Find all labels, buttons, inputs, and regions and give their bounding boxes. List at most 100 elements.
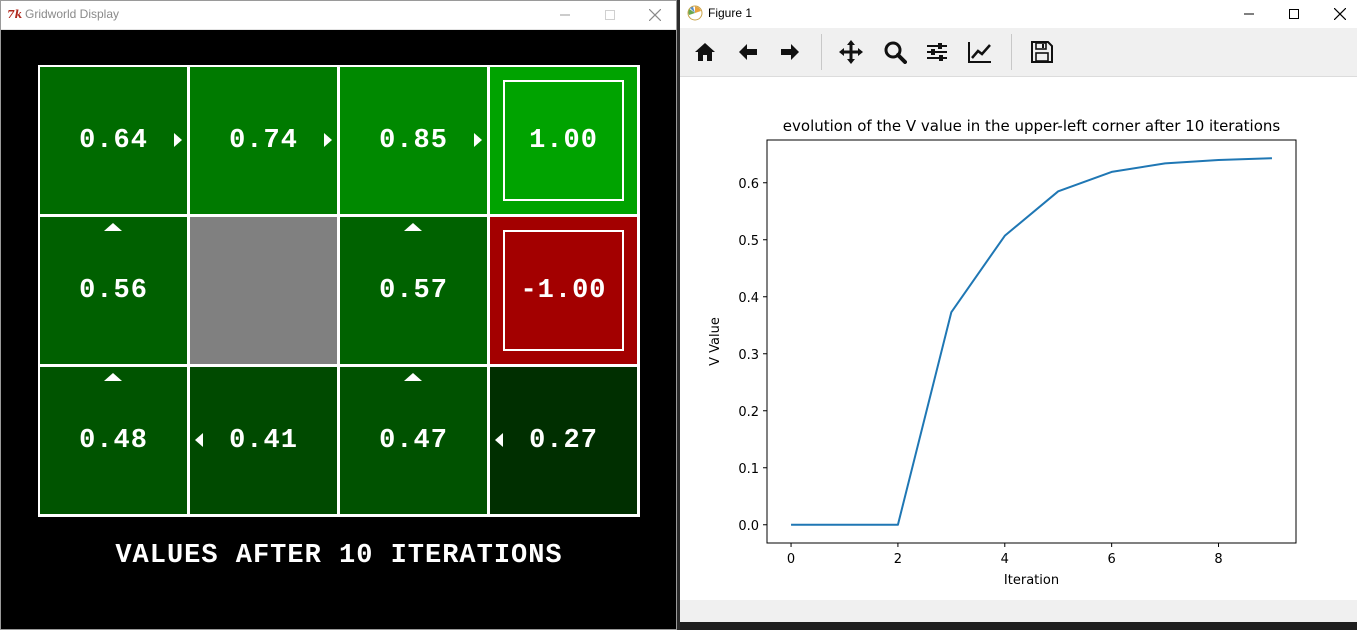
grid-cell: 0.74 — [190, 67, 337, 214]
y-tick-label: 0.5 — [738, 234, 759, 249]
x-tick-label: 4 — [1001, 552, 1009, 567]
data-point — [897, 524, 899, 526]
cell-value: 0.57 — [379, 275, 448, 306]
grid-cell: 0.41 — [190, 367, 337, 514]
policy-arrow-left-icon — [195, 433, 203, 447]
gridworld-titlebar[interactable]: 7k Gridworld Display — [1, 1, 676, 30]
cell-value: -1.00 — [520, 275, 607, 306]
close-button[interactable] — [632, 1, 678, 29]
y-tick-label: 0.0 — [738, 519, 759, 534]
pan-move-icon — [839, 40, 863, 64]
cell-value: 0.27 — [529, 425, 598, 456]
back-button[interactable] — [732, 36, 764, 68]
series-line — [791, 157, 1272, 526]
maximize-icon — [1289, 9, 1299, 19]
pan-button[interactable] — [835, 36, 867, 68]
grid-caption: VALUES AFTER 10 ITERATIONS — [115, 541, 563, 571]
close-icon — [649, 9, 661, 21]
configure-subplots-icon — [927, 43, 947, 61]
terminal-cell: 1.00 — [490, 67, 637, 214]
figure-window: Figure 1 — [680, 0, 1357, 622]
figure-minimize-button[interactable] — [1226, 0, 1272, 28]
data-point — [1164, 162, 1166, 164]
wall-cell — [190, 217, 337, 364]
zoom-magnifier-icon — [884, 41, 907, 64]
grid-cell: 0.56 — [40, 217, 187, 364]
grid-cell: 0.47 — [340, 367, 487, 514]
toolbar-separator — [1011, 34, 1012, 70]
gridworld-window: 7k Gridworld Display 0.64 0.74 0.85 1.00 0.5… — [0, 0, 677, 630]
data-point — [843, 524, 845, 526]
minimize-button[interactable] — [542, 1, 588, 29]
data-point — [790, 524, 792, 526]
figure-canvas[interactable]: evolution of the V value in the upper-le… — [680, 77, 1357, 600]
grid-cell: 0.27 — [490, 367, 637, 514]
grid-cell: 0.85 — [340, 67, 487, 214]
maximize-icon — [605, 10, 615, 20]
data-point — [1111, 171, 1113, 173]
grid-cell: 0.64 — [40, 67, 187, 214]
tk-logo-icon: 7k — [7, 8, 23, 21]
close-icon — [1334, 8, 1346, 20]
grid-cell: 0.48 — [40, 367, 187, 514]
save-button[interactable] — [1026, 36, 1058, 68]
home-icon — [695, 43, 715, 61]
save-floppy-icon — [1031, 41, 1053, 63]
cell-value: 0.48 — [79, 425, 148, 456]
x-tick-label: 2 — [894, 552, 902, 567]
gridworld-window-title: Gridworld Display — [25, 7, 120, 21]
maximize-button[interactable] — [587, 1, 633, 29]
policy-arrow-up-icon — [104, 223, 122, 231]
figure-statusbar — [680, 600, 1357, 622]
y-tick-label: 0.6 — [738, 177, 759, 192]
y-tick-label: 0.3 — [738, 348, 759, 363]
policy-arrow-up-icon — [104, 373, 122, 381]
forward-button[interactable] — [774, 36, 806, 68]
figure-close-button[interactable] — [1317, 0, 1357, 28]
data-point — [1057, 190, 1059, 192]
edit-axes-button[interactable] — [964, 36, 996, 68]
figure-titlebar[interactable]: Figure 1 — [680, 0, 1357, 28]
forward-arrow-icon — [781, 44, 799, 60]
policy-arrow-right-icon — [474, 133, 482, 147]
cell-value: 0.85 — [379, 125, 448, 156]
home-button[interactable] — [689, 36, 721, 68]
policy-arrow-right-icon — [174, 133, 182, 147]
terminal-cell: -1.00 — [490, 217, 637, 364]
y-tick-label: 0.1 — [738, 462, 759, 477]
policy-arrow-right-icon — [324, 133, 332, 147]
policy-arrow-left-icon — [495, 433, 503, 447]
edit-axes-curve-icon — [968, 42, 991, 63]
policy-arrow-up-icon — [404, 373, 422, 381]
data-point — [1218, 159, 1220, 161]
x-tick-label: 6 — [1108, 552, 1116, 567]
cell-value: 0.64 — [79, 125, 148, 156]
x-tick-label: 8 — [1214, 552, 1222, 567]
taskbar-strip — [680, 622, 1357, 630]
policy-arrow-up-icon — [404, 223, 422, 231]
cell-value: 1.00 — [529, 125, 598, 156]
chart-title: evolution of the V value in the upper-le… — [783, 117, 1281, 135]
cell-value: 0.47 — [379, 425, 448, 456]
figure-maximize-button[interactable] — [1271, 0, 1317, 28]
cell-value: 0.74 — [229, 125, 298, 156]
y-axis-label: V Value — [708, 317, 723, 366]
matplotlib-logo-icon — [687, 5, 703, 21]
data-point — [1004, 235, 1006, 237]
x-axis-label: Iteration — [1004, 573, 1059, 588]
minimize-icon — [1244, 13, 1254, 15]
back-arrow-icon — [739, 44, 757, 60]
zoom-button[interactable] — [879, 36, 911, 68]
minimize-icon — [560, 14, 570, 16]
grid-cell: 0.57 — [340, 217, 487, 364]
data-point — [1271, 157, 1273, 159]
toolbar-separator — [821, 34, 822, 70]
y-tick-label: 0.4 — [738, 291, 759, 306]
terminal-box — [503, 80, 624, 201]
configure-subplots-button[interactable] — [921, 36, 953, 68]
gridworld-grid: 0.64 0.74 0.85 1.00 0.56 0.57 -1.00 0.48 0.41 0.4… — [38, 65, 640, 517]
plot-area-frame — [766, 139, 1297, 544]
line-chart: evolution of the V value in the upper-le… — [708, 117, 1297, 588]
x-tick-label: 0 — [787, 552, 795, 567]
data-point — [950, 311, 952, 313]
